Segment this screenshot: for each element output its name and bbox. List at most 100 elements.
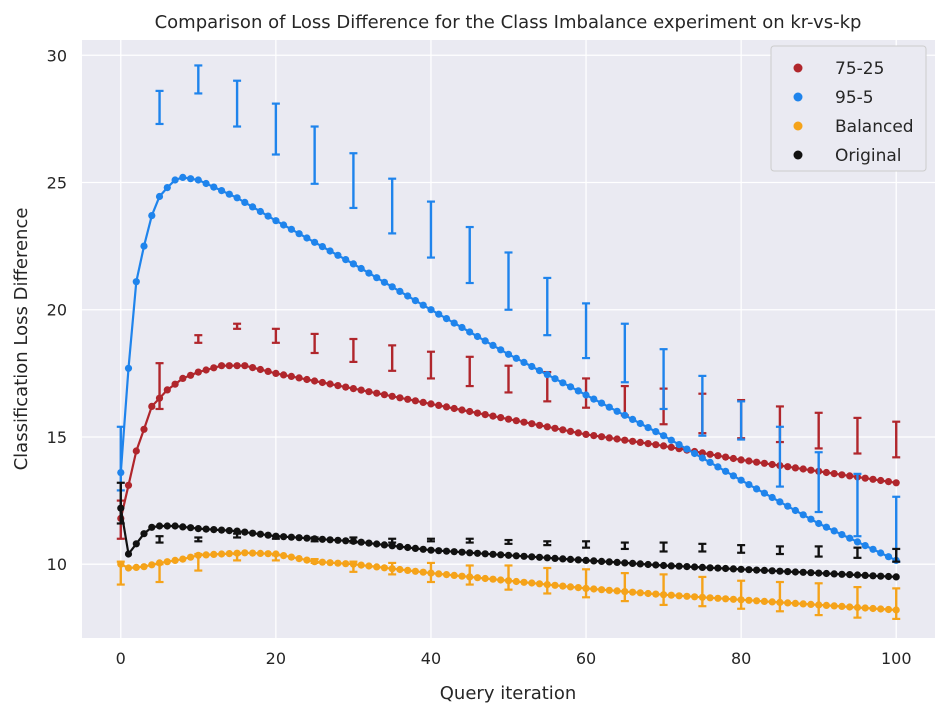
data-point (846, 534, 854, 542)
data-point (512, 577, 520, 586)
error-bar (659, 348, 668, 411)
data-point (218, 187, 226, 195)
data-point (326, 536, 334, 544)
data-point (194, 551, 202, 559)
legend-label: Balanced (835, 117, 914, 137)
data-point (644, 424, 652, 432)
data-point (815, 569, 823, 577)
data-point (613, 435, 621, 443)
data-point (489, 575, 497, 583)
series-balanced (116, 549, 901, 621)
y-tick-label: 25 (47, 174, 67, 193)
data-point (791, 599, 800, 608)
data-point (706, 458, 714, 466)
data-point (241, 362, 249, 370)
data-point (884, 572, 893, 581)
series-75-25 (116, 322, 901, 540)
data-point (140, 563, 148, 571)
data-point (171, 522, 179, 530)
data-point (698, 454, 707, 462)
error-bar (737, 544, 746, 554)
data-point (427, 400, 435, 408)
data-point (598, 399, 606, 407)
data-point (419, 545, 427, 553)
data-point (776, 498, 784, 506)
error-bar (465, 225, 474, 285)
legend: 75-25 95-5 Balanced Original (770, 45, 927, 172)
data-point (194, 368, 202, 376)
data-point (256, 207, 264, 216)
data-point (187, 175, 195, 183)
data-point (450, 319, 458, 327)
data-point (722, 453, 730, 461)
data-point (512, 552, 520, 560)
data-point (815, 601, 823, 609)
data-point (396, 394, 404, 402)
data-point (342, 560, 350, 568)
error-bar (620, 572, 629, 603)
data-point (768, 598, 776, 606)
data-point (660, 591, 668, 599)
data-point (458, 323, 466, 332)
data-point (884, 478, 893, 486)
error-bar (737, 579, 746, 610)
data-point (791, 568, 800, 576)
data-point (574, 584, 582, 592)
data-point (404, 543, 412, 552)
data-point (675, 441, 683, 449)
data-point (799, 600, 807, 608)
data-point (264, 212, 272, 220)
data-point (791, 506, 800, 515)
data-point (861, 474, 869, 482)
data-point (760, 597, 769, 606)
data-point (303, 534, 311, 542)
data-point (846, 603, 854, 611)
data-point (287, 225, 295, 233)
error-bar (659, 573, 668, 607)
data-point (124, 564, 133, 572)
data-point (473, 574, 482, 582)
x-tick-label: 40 (421, 649, 441, 668)
data-point (357, 264, 365, 273)
data-point (535, 421, 544, 429)
data-point (644, 440, 652, 448)
data-point (504, 350, 513, 358)
data-point (737, 476, 745, 484)
data-point (574, 429, 582, 437)
data-point (148, 561, 156, 569)
data-point (691, 449, 699, 458)
data-point (411, 297, 419, 305)
data-point (148, 212, 156, 220)
data-point (822, 523, 831, 531)
data-point (442, 571, 451, 579)
data-point (729, 454, 738, 463)
error-bar (853, 586, 862, 619)
data-point (179, 173, 187, 181)
data-point (225, 362, 233, 370)
data-point (155, 522, 164, 530)
data-point (698, 563, 707, 572)
data-point (590, 395, 598, 403)
x-axis-label: Query iteration (440, 683, 576, 704)
error-bar (698, 374, 707, 437)
data-point (520, 418, 528, 426)
error-bar (543, 276, 552, 337)
data-point (497, 551, 505, 559)
legend-item: 95-5 (793, 88, 874, 108)
data-point (729, 565, 738, 573)
data-point (722, 467, 730, 475)
data-point (481, 574, 489, 583)
data-point (194, 525, 202, 533)
data-point (629, 588, 637, 596)
data-point (241, 549, 249, 557)
data-point (644, 560, 652, 569)
data-point (838, 471, 846, 479)
data-point (264, 367, 272, 375)
error-bar (853, 472, 862, 538)
data-point (543, 371, 551, 379)
data-point (373, 274, 381, 282)
data-point (729, 595, 738, 603)
data-point (799, 568, 807, 576)
data-point (582, 556, 590, 565)
data-point (427, 306, 435, 314)
